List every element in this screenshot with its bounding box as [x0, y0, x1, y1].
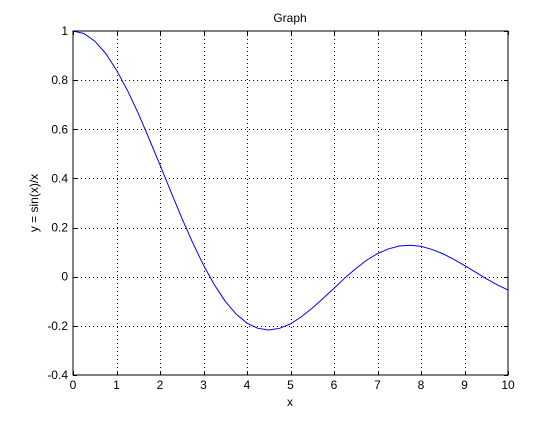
y-tick-label: -0.2 [47, 319, 68, 333]
y-tick-label: 0.6 [51, 122, 68, 136]
series-line [72, 30, 509, 331]
y-tick-label: 0.2 [51, 221, 68, 235]
x-tick-label: 8 [418, 378, 425, 392]
chart-title: Graph [273, 11, 306, 25]
grid-lines [73, 31, 508, 375]
y-tick-labels: -0.4 -0.2 0 0.2 0.4 0.6 0.8 1 [47, 24, 68, 382]
x-axis-label: x [287, 395, 293, 409]
x-tick-labels: 0 1 2 3 4 5 6 7 8 9 10 [70, 378, 515, 392]
x-tick-label: 1 [113, 378, 120, 392]
x-tick-label: 9 [461, 378, 468, 392]
y-tick-label: 1 [61, 24, 68, 38]
x-tick-label: 0 [70, 378, 77, 392]
x-tick-label: 6 [331, 378, 338, 392]
y-tick-label: 0.4 [51, 171, 68, 185]
y-axis-label: y = sin(x)/x [27, 174, 41, 232]
x-tick-label: 4 [244, 378, 251, 392]
y-tick-label: 0.8 [51, 73, 68, 87]
y-tick-label: 0 [61, 270, 68, 284]
x-tick-label: 7 [374, 378, 381, 392]
axes-box [72, 30, 509, 376]
x-tick-label: 10 [501, 378, 515, 392]
plot-area [73, 31, 508, 375]
x-tick-label: 3 [200, 378, 207, 392]
x-tick-label: 2 [157, 378, 164, 392]
x-tick-label: 5 [287, 378, 294, 392]
y-tick-label: -0.4 [47, 368, 68, 382]
